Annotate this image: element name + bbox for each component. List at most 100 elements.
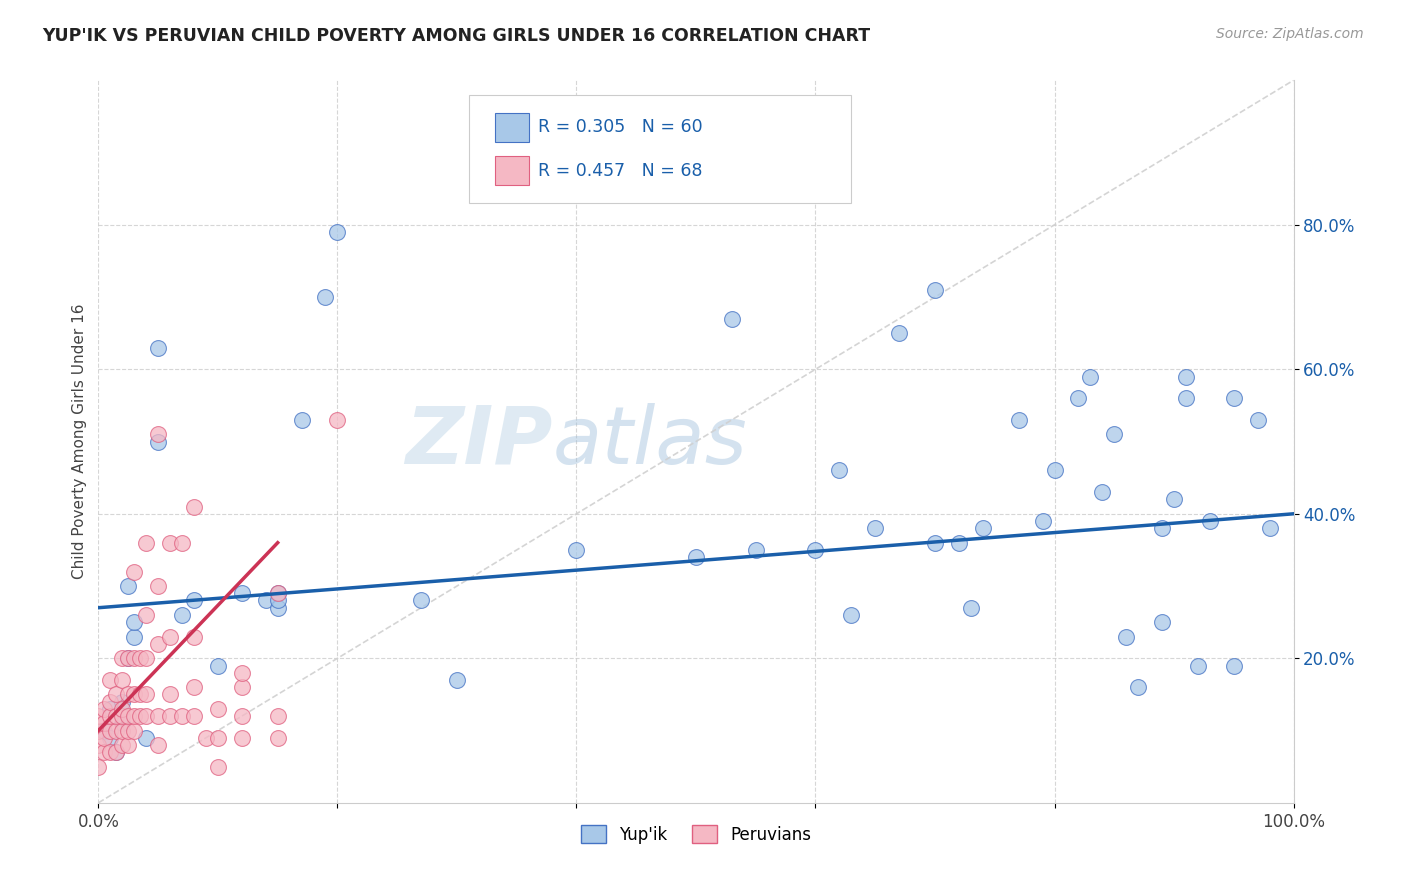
Point [117, 651, 139, 665]
Point [93, 731, 115, 745]
Point [972, 521, 994, 535]
Point [129, 651, 152, 665]
Text: atlas: atlas [553, 402, 748, 481]
Point [98, 673, 122, 687]
Point [87, 738, 110, 752]
Point [267, 600, 290, 615]
Point [254, 593, 277, 607]
Point [685, 550, 707, 565]
Point [924, 283, 946, 297]
Point [148, 637, 170, 651]
Point [207, 760, 229, 774]
Point [105, 745, 128, 759]
Point [1008, 413, 1031, 427]
Point [124, 709, 146, 723]
Point [111, 709, 134, 723]
Point [267, 586, 290, 600]
Point [231, 680, 253, 694]
Point [828, 463, 851, 477]
Point [1104, 427, 1126, 442]
Point [93, 716, 115, 731]
Text: R = 0.457   N = 68: R = 0.457 N = 68 [538, 161, 703, 179]
Point [159, 709, 181, 723]
Point [98, 709, 122, 723]
Point [1032, 514, 1054, 528]
Point [1091, 485, 1114, 500]
Point [1199, 514, 1222, 528]
Point [111, 695, 134, 709]
Point [87, 709, 110, 723]
Point [291, 413, 314, 427]
Point [98, 702, 122, 716]
Point [87, 760, 110, 774]
Point [745, 542, 768, 557]
Point [111, 716, 134, 731]
Point [117, 651, 139, 665]
Point [105, 687, 128, 701]
Point [111, 738, 134, 752]
Point [135, 607, 157, 622]
Point [159, 630, 181, 644]
Point [565, 542, 588, 557]
Point [105, 723, 128, 738]
Point [1080, 369, 1102, 384]
Point [111, 702, 134, 716]
Point [148, 341, 170, 355]
Point [267, 586, 290, 600]
Point [1163, 492, 1185, 507]
Point [98, 723, 122, 738]
Point [804, 542, 827, 557]
Point [924, 535, 946, 549]
Point [1175, 391, 1198, 405]
Point [183, 709, 205, 723]
Point [172, 709, 194, 723]
Point [411, 593, 433, 607]
Point [135, 687, 157, 701]
Point [231, 731, 253, 745]
Point [148, 427, 170, 442]
Point [1043, 463, 1066, 477]
Text: ZIP: ZIP [405, 402, 553, 481]
Point [124, 687, 146, 701]
FancyBboxPatch shape [470, 95, 852, 203]
Point [960, 600, 983, 615]
Point [207, 731, 229, 745]
Point [231, 665, 253, 680]
Point [93, 702, 115, 716]
Point [98, 731, 122, 745]
Point [231, 586, 253, 600]
Point [207, 658, 229, 673]
Point [105, 745, 128, 759]
Point [172, 607, 194, 622]
Point [183, 630, 205, 644]
Point [195, 731, 218, 745]
Point [148, 434, 170, 449]
Point [117, 687, 139, 701]
Text: R = 0.305   N = 60: R = 0.305 N = 60 [538, 119, 703, 136]
Point [841, 607, 863, 622]
Point [135, 535, 157, 549]
Point [1247, 413, 1270, 427]
Point [111, 651, 134, 665]
Point [1223, 391, 1246, 405]
Point [129, 709, 152, 723]
Point [889, 326, 911, 340]
Point [148, 709, 170, 723]
Point [1152, 615, 1174, 630]
Point [326, 413, 349, 427]
Point [1128, 680, 1150, 694]
Y-axis label: Child Poverty Among Girls Under 16: Child Poverty Among Girls Under 16 [72, 304, 87, 579]
Point [124, 630, 146, 644]
Point [183, 500, 205, 514]
Point [1175, 369, 1198, 384]
Point [98, 745, 122, 759]
Point [93, 745, 115, 759]
Legend: Yup'ik, Peruvians: Yup'ik, Peruvians [575, 821, 817, 848]
FancyBboxPatch shape [495, 112, 529, 142]
Point [124, 651, 146, 665]
Point [124, 723, 146, 738]
Point [326, 225, 349, 239]
Point [1115, 630, 1137, 644]
Point [93, 723, 115, 738]
Point [117, 723, 139, 738]
